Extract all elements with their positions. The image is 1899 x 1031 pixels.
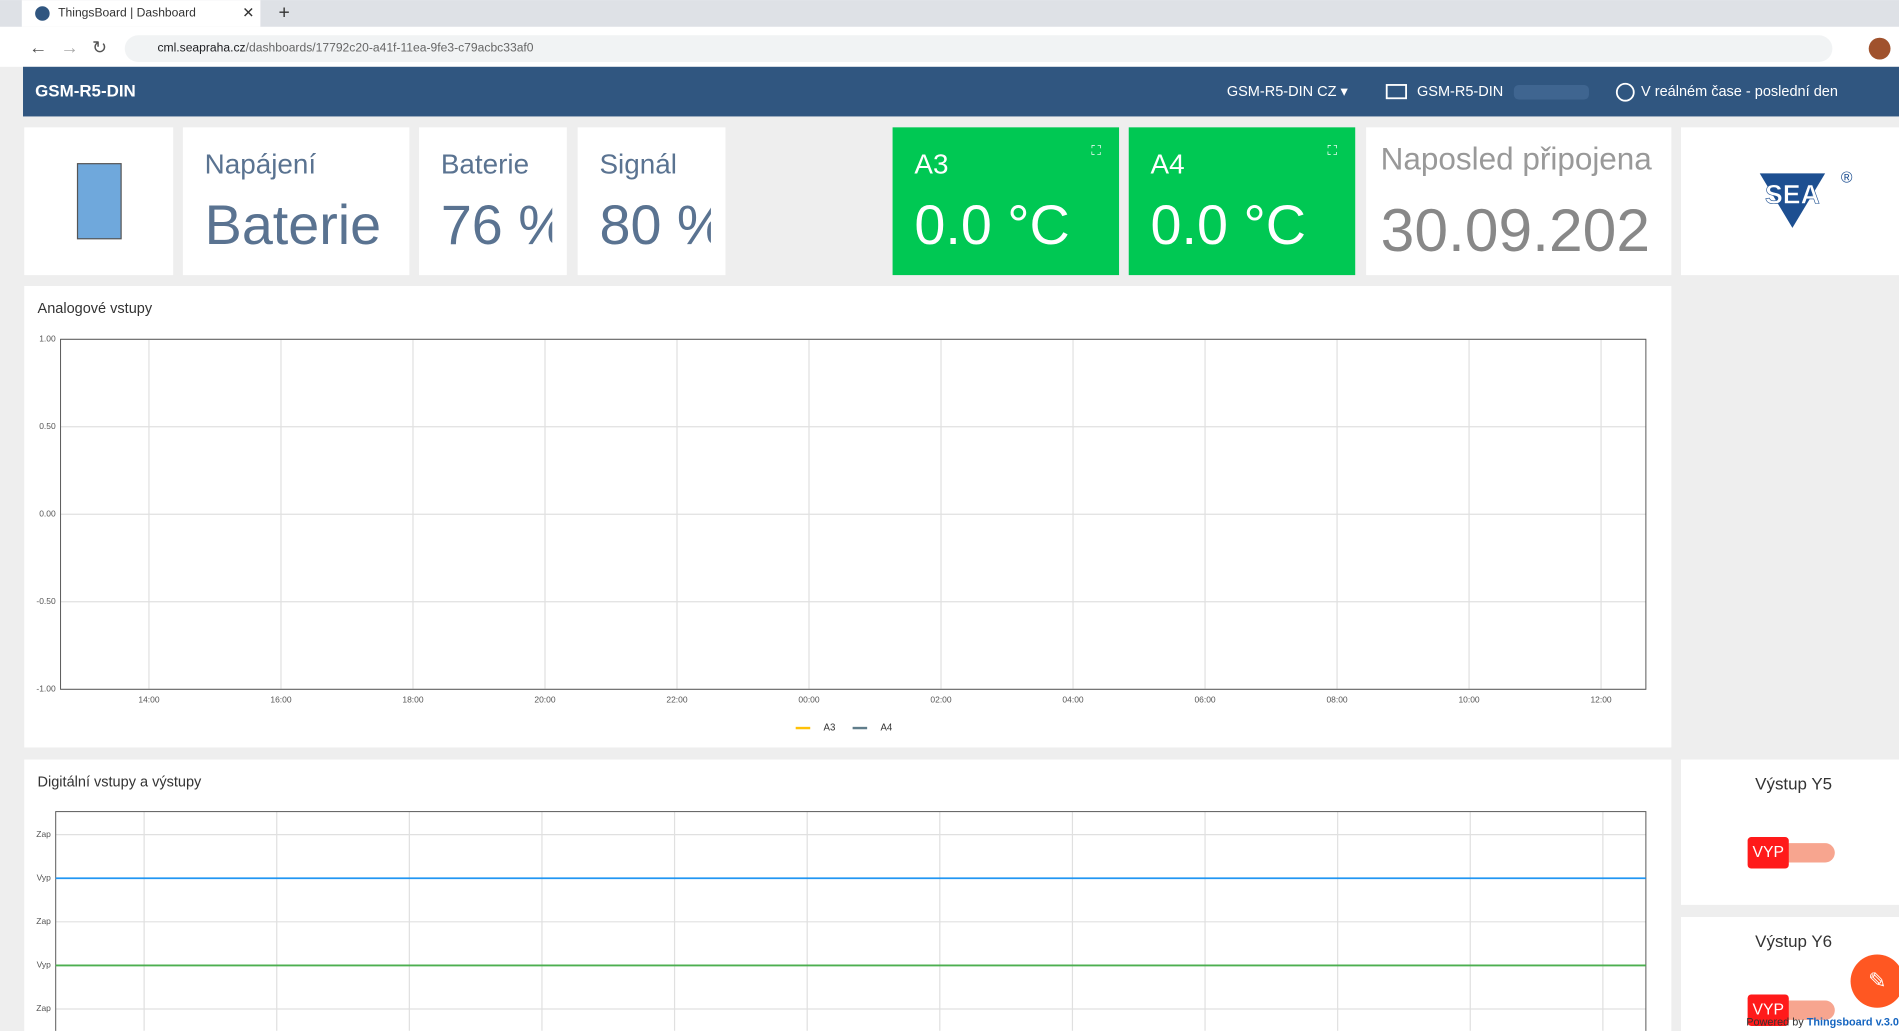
y-tick-label: Zap xyxy=(36,1003,51,1013)
entity-icon xyxy=(1385,84,1407,100)
entity-select[interactable]: GSM-R5-DIN xyxy=(1417,84,1503,100)
y-tick-label: -1.00 xyxy=(36,684,56,694)
y-tick-label: 1.00 xyxy=(39,334,56,344)
timewindow[interactable]: V reálném čase - poslední den xyxy=(1641,84,1838,100)
card-content: Napájení Baterie xyxy=(205,148,382,255)
tab-close[interactable]: ✕ xyxy=(242,5,254,21)
switch-state: VYP xyxy=(1752,1001,1783,1018)
plot-frame xyxy=(60,338,1647,690)
card-value: 30.09.202 xyxy=(1381,196,1650,264)
card-content: Naposled připojena 30.09.202 xyxy=(1381,142,1653,265)
card-label: Naposled připojena xyxy=(1381,142,1653,177)
fullscreen-icon: ⛶ xyxy=(1327,143,1338,158)
y-tick-label: 0.50 xyxy=(39,421,56,431)
card-content: A4 0.0 °C xyxy=(1151,148,1306,255)
value-card xyxy=(1128,127,1356,276)
x-tick-label: 08:00 xyxy=(1326,694,1347,704)
footer-powered: Powered by xyxy=(1746,1016,1804,1028)
new-tab[interactable]: + xyxy=(279,2,290,24)
analog-title: Analogové vstupy xyxy=(38,301,153,317)
dashboard-select-label: GSM-R5-DIN CZ xyxy=(1227,84,1337,100)
logo-mark: ® xyxy=(1841,169,1853,186)
value-card xyxy=(577,127,726,276)
switch-state: VYP xyxy=(1752,844,1783,861)
digital-title: Digitální vstupy a výstupy xyxy=(38,774,203,790)
card-label: Napájení xyxy=(205,148,317,179)
footer: Powered by Thingsboard v.3.0 xyxy=(1746,1016,1899,1028)
output-card xyxy=(1681,759,1899,905)
x-tick-label: 06:00 xyxy=(1194,694,1215,704)
card-content: A3 0.0 °C xyxy=(914,148,1069,255)
y-tick-label: -0.50 xyxy=(36,596,56,606)
card-label: Signál xyxy=(599,148,676,179)
output-label: Výstup Y5 xyxy=(1755,774,1832,793)
logo-shape xyxy=(1759,173,1826,228)
footer-brand[interactable]: Thingsboard v.3.0 xyxy=(1807,1016,1899,1028)
back[interactable]: ← xyxy=(29,37,47,57)
reload[interactable]: ↻ xyxy=(92,37,107,57)
entity-blur xyxy=(1513,84,1589,100)
x-tick-label: 00:00 xyxy=(798,694,819,704)
value-card xyxy=(1366,127,1672,276)
x-tick-label: 12:00 xyxy=(1590,694,1611,704)
fullscreen-icon: ⛶ xyxy=(1090,143,1101,158)
edit-button[interactable] xyxy=(1850,954,1899,1008)
y-tick-label: Vyp xyxy=(37,960,52,970)
dashboard-title: GSM-R5-DIN xyxy=(35,82,136,101)
tab-strip xyxy=(0,0,1899,27)
x-tick-label: 20:00 xyxy=(534,694,555,704)
logo-text: SEA xyxy=(1765,179,1820,209)
analog-card xyxy=(24,285,1672,748)
card-value: 0.0 °C xyxy=(1151,194,1306,256)
url-host: cml.seapraha.cz xyxy=(157,41,245,55)
y-tick-label: Zap xyxy=(36,829,51,839)
x-tick-label: 22:00 xyxy=(666,694,687,704)
dashboard-select[interactable]: GSM-R5-DIN CZ ▾ xyxy=(1227,84,1349,100)
output-label: Výstup Y6 xyxy=(1755,932,1832,951)
card-label: A3 xyxy=(914,148,948,179)
y-tick-label: Vyp xyxy=(37,872,52,882)
card-value: 0.0 °C xyxy=(914,194,1069,256)
legend-label: A4 xyxy=(880,723,892,734)
device-image xyxy=(76,163,122,240)
clock-icon xyxy=(1615,82,1635,102)
x-tick-label: 18:00 xyxy=(402,694,423,704)
card-value: Baterie xyxy=(205,194,382,256)
card-label: Baterie xyxy=(441,148,529,179)
url-path: /dashboards/17792c20-a41f-11ea-9fe3-c79a… xyxy=(246,41,534,55)
value-card xyxy=(892,127,1120,276)
legend-label: A3 xyxy=(824,723,836,734)
card-content: Signál 80 % xyxy=(599,148,726,256)
card-value: 80 % xyxy=(599,194,726,256)
url: cml.seapraha.cz/dashboards/17792c20-a41f… xyxy=(157,41,533,55)
y-tick-label: 0.00 xyxy=(39,509,56,519)
switch-thumb xyxy=(1747,837,1789,869)
omnibox[interactable] xyxy=(124,35,1833,62)
plot-frame xyxy=(55,811,1647,1031)
card-content: Baterie 76 % xyxy=(441,148,568,256)
value-card xyxy=(419,127,567,276)
profile[interactable] xyxy=(1868,37,1891,60)
x-tick-label: 10:00 xyxy=(1458,694,1479,704)
y-tick-label: Zap xyxy=(36,916,51,926)
tab-title: ThingsBoard | Dashboard xyxy=(58,6,196,20)
tab[interactable] xyxy=(21,0,261,27)
card-label: A4 xyxy=(1151,148,1185,179)
value-card xyxy=(182,127,410,276)
x-tick-label: 14:00 xyxy=(138,694,159,704)
x-tick-label: 04:00 xyxy=(1062,694,1083,704)
card-value: 76 % xyxy=(441,194,568,256)
x-tick-label: 16:00 xyxy=(270,694,291,704)
forward[interactable]: → xyxy=(61,37,79,57)
switch-thumb xyxy=(1747,994,1789,1026)
edit-icon: ✎ xyxy=(1868,968,1886,993)
favicon xyxy=(35,6,50,21)
digital-plot: Zap Vyp Zap Vyp Zap xyxy=(36,811,1647,1031)
digital-card xyxy=(24,759,1672,1031)
x-tick-label: 02:00 xyxy=(930,694,951,704)
